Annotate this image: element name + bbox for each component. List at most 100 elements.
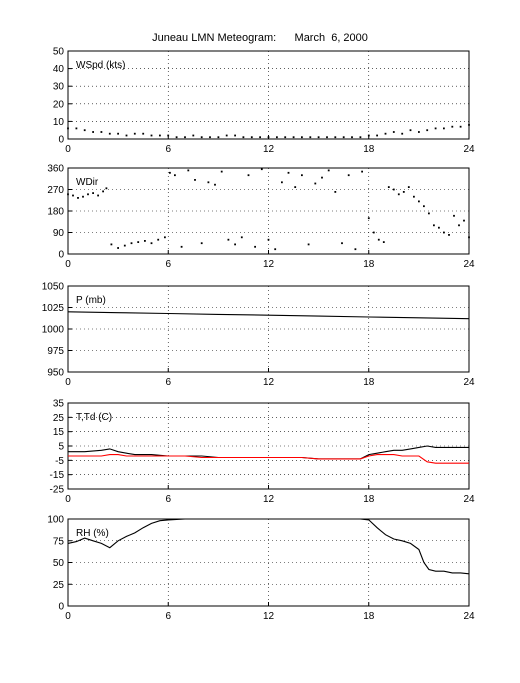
wdir-data-point xyxy=(428,212,430,215)
temp-dewpoint-y-tick-label: 5 xyxy=(58,442,64,453)
wspd-data-point xyxy=(225,134,228,137)
wdir-data-point xyxy=(214,183,216,186)
wdir-data-point xyxy=(260,168,263,171)
wdir-data-point xyxy=(164,236,166,239)
wdir-data-point xyxy=(347,174,350,177)
wspd-data-point xyxy=(75,127,78,130)
wdir-data-point xyxy=(67,193,69,196)
wspd-data-point xyxy=(409,129,412,132)
wspd-data-point xyxy=(317,136,320,139)
wspd-data-point xyxy=(326,136,328,139)
wspd-data-point xyxy=(334,136,337,139)
rh-y-tick-label: 25 xyxy=(53,580,65,591)
wdir-data-point xyxy=(144,240,146,242)
wspd-panel-label: WSpd (kts) xyxy=(76,60,125,71)
wdir-data-point xyxy=(187,169,190,172)
wdir-data-point xyxy=(423,205,425,208)
wdir-data-point xyxy=(287,171,290,174)
wspd-data-point xyxy=(401,132,404,135)
temp-dewpoint-x-tick-label: 12 xyxy=(263,494,275,505)
wdir-x-tick-label: 0 xyxy=(65,259,71,270)
wspd-data-point xyxy=(175,136,178,139)
wspd-data-point xyxy=(376,134,378,137)
wdir-data-point xyxy=(307,243,310,246)
wspd-data-point xyxy=(292,136,295,139)
chart-title: Juneau LMN Meteogram: March 6, 2000 xyxy=(152,32,368,44)
wspd-data-point xyxy=(451,125,454,128)
rh-x-tick-label: 12 xyxy=(263,611,275,622)
pressure-y-tick-label: 1050 xyxy=(42,282,65,293)
temp-dewpoint-panel-label: T,Td (C) xyxy=(76,412,112,423)
pressure-x-tick-label: 0 xyxy=(65,377,71,388)
pressure-x-tick-label: 18 xyxy=(363,377,375,388)
wdir-data-point xyxy=(200,242,203,245)
wdir-data-point xyxy=(321,176,323,179)
wspd-data-point xyxy=(468,124,470,126)
temp-dewpoint-y-tick-label: 15 xyxy=(53,427,65,438)
wspd-y-tick-label: 20 xyxy=(53,99,65,110)
wdir-data-point xyxy=(453,214,455,217)
temp-dewpoint-x-tick-label: 24 xyxy=(463,494,475,505)
wspd-data-point xyxy=(209,136,211,139)
rh-x-tick-label: 18 xyxy=(363,611,375,622)
wdir-data-point xyxy=(105,187,108,190)
wdir-data-point xyxy=(240,236,243,239)
wspd-data-point xyxy=(259,136,261,139)
rh-y-tick-label: 100 xyxy=(47,515,64,526)
pressure-y-tick-label: 975 xyxy=(47,346,64,357)
wspd-data-point xyxy=(117,132,119,135)
wspd-data-point xyxy=(359,136,362,139)
wdir-data-point xyxy=(354,248,357,251)
wdir-data-point xyxy=(92,192,94,194)
wdir-y-tick-label: 0 xyxy=(58,250,64,261)
wdir-data-point xyxy=(418,200,420,203)
wdir-data-point xyxy=(392,188,395,191)
wdir-data-point xyxy=(334,191,337,193)
wdir-data-point xyxy=(169,171,171,174)
wdir-data-point xyxy=(361,170,363,173)
wspd-data-point xyxy=(83,129,86,132)
wdir-data-point xyxy=(458,224,460,227)
wspd-x-tick-label: 24 xyxy=(463,144,475,155)
wspd-data-point xyxy=(418,131,420,133)
wspd-data-point xyxy=(217,136,220,139)
wdir-data-point xyxy=(77,197,79,199)
wspd-data-point xyxy=(459,125,462,128)
wspd-data-point xyxy=(150,134,153,137)
wdir-data-point xyxy=(87,193,89,196)
wdir-data-point xyxy=(413,195,415,198)
rh-x-tick-label: 0 xyxy=(65,611,71,622)
wdir-y-tick-label: 180 xyxy=(47,207,64,218)
wspd-data-point xyxy=(443,127,445,130)
temp-dewpoint-series-line-2 xyxy=(68,454,469,464)
wdir-panel-label: WDir xyxy=(76,177,99,188)
wdir-data-point xyxy=(407,186,410,188)
pressure-x-tick-label: 12 xyxy=(263,377,275,388)
wspd-data-point xyxy=(234,134,236,137)
wspd-y-tick-label: 30 xyxy=(53,82,65,93)
pressure-x-tick-label: 6 xyxy=(165,377,171,388)
wspd-y-tick-label: 50 xyxy=(53,47,65,58)
wdir-data-point xyxy=(123,244,126,247)
wdir-data-point xyxy=(443,231,445,234)
wdir-data-point xyxy=(174,174,176,177)
wspd-data-point xyxy=(276,136,278,139)
wspd-data-point xyxy=(426,129,429,132)
rh-y-tick-label: 75 xyxy=(53,536,65,547)
wdir-data-point xyxy=(377,238,380,241)
rh-y-tick-label: 50 xyxy=(53,558,65,569)
wdir-data-point xyxy=(281,181,283,184)
wspd-data-point xyxy=(200,136,203,139)
wspd-y-tick-label: 40 xyxy=(53,64,65,75)
wdir-y-tick-label: 360 xyxy=(47,164,64,175)
wdir-data-point xyxy=(130,242,133,245)
wspd-data-point xyxy=(250,136,253,139)
wspd-data-point xyxy=(434,127,437,130)
wdir-data-point xyxy=(314,182,317,185)
wspd-data-point xyxy=(392,131,395,133)
pressure-y-tick-label: 950 xyxy=(47,368,64,379)
wdir-data-point xyxy=(97,194,99,197)
wdir-data-point xyxy=(448,234,450,236)
pressure-series-line-1 xyxy=(67,311,470,320)
